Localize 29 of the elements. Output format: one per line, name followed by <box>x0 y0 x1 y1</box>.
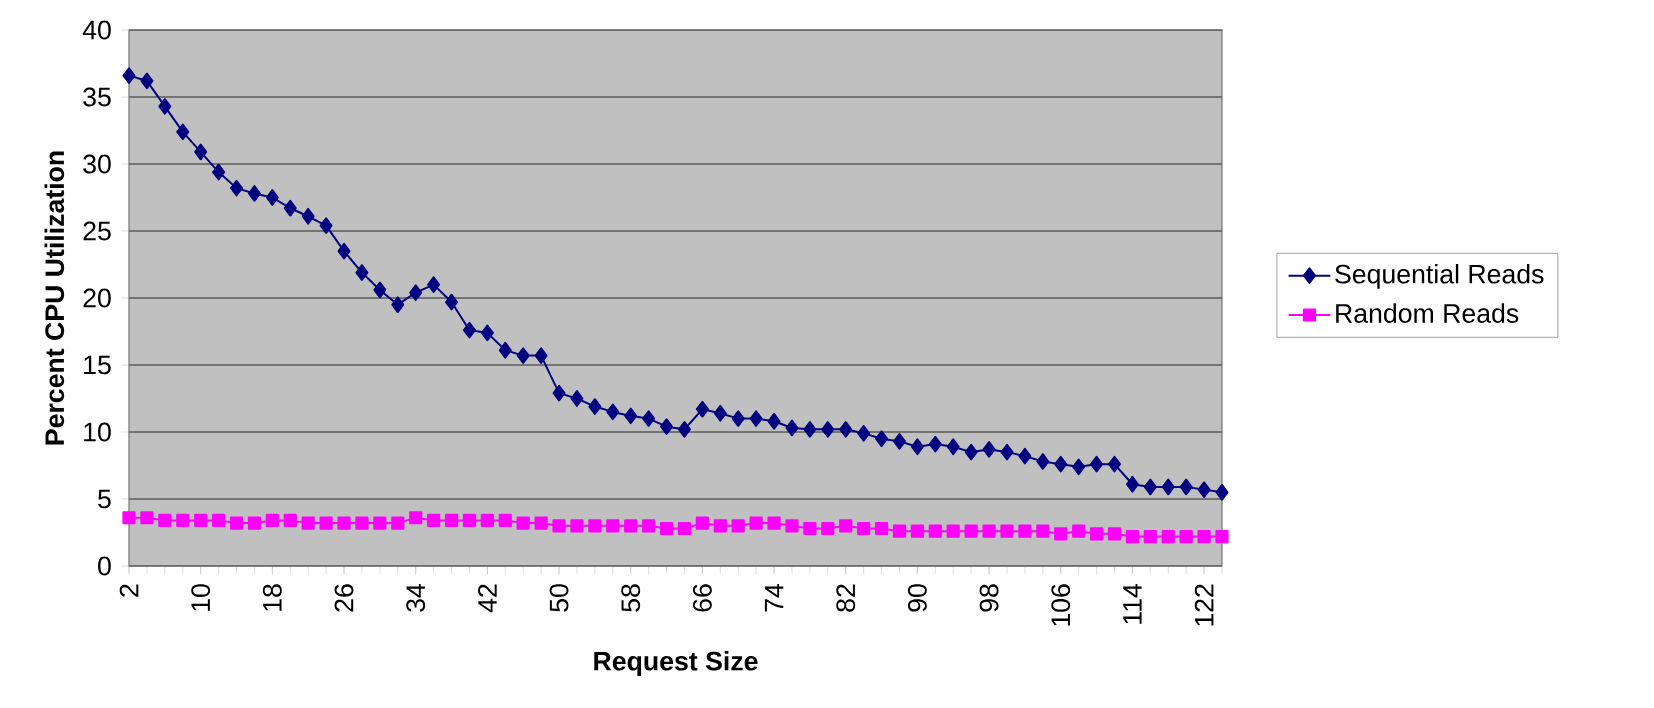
x-tick-label: 66 <box>692 584 712 612</box>
x-tick-label: 10 <box>191 584 211 611</box>
x-tick-label: 106 <box>1051 584 1071 626</box>
x-tick-label: 2 <box>119 584 139 597</box>
legend-label: Sequential Reads <box>1335 264 1544 289</box>
x-tick-label: 114 <box>1123 583 1142 624</box>
y-tick-label: 35 <box>83 87 111 107</box>
y-axis-title: Percent CPU Utilization <box>44 151 65 445</box>
y-tick-label: 5 <box>98 489 111 509</box>
x-tick-label: 82 <box>836 584 856 612</box>
x-tick-label: 18 <box>262 584 282 611</box>
x-tick-label: 34 <box>406 583 426 612</box>
x-tick-label: 122 <box>1194 584 1214 626</box>
x-tick-label: 42 <box>478 584 497 613</box>
y-tick-label: 25 <box>83 221 111 241</box>
y-tick-label: 40 <box>82 20 111 40</box>
x-tick-label: 26 <box>334 584 354 612</box>
x-tick-label: 74 <box>764 583 784 612</box>
x-tick-label: 90 <box>907 584 927 612</box>
x-tick-label: 98 <box>979 584 999 612</box>
x-tick-label: 50 <box>549 584 569 612</box>
legend-label: Random Reads <box>1336 303 1519 323</box>
y-tick-label: 20 <box>83 288 111 308</box>
x-tick-label: 58 <box>621 584 641 612</box>
y-tick-label: 15 <box>84 355 111 375</box>
x-axis-title: Request Size <box>594 651 758 676</box>
y-tick-label: 10 <box>84 422 111 442</box>
y-tick-label: 30 <box>83 154 111 174</box>
y-tick-label: 0 <box>98 556 111 576</box>
